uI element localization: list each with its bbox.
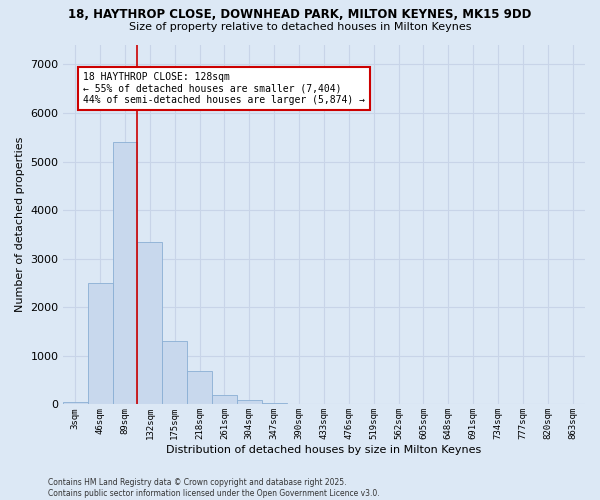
- Bar: [262, 403, 287, 404]
- Bar: [163, 342, 187, 404]
- Text: 18 HAYTHROP CLOSE: 128sqm
← 55% of detached houses are smaller (7,404)
44% of se: 18 HAYTHROP CLOSE: 128sqm ← 55% of detac…: [83, 72, 365, 105]
- Bar: [137, 242, 163, 404]
- Text: 18, HAYTHROP CLOSE, DOWNHEAD PARK, MILTON KEYNES, MK15 9DD: 18, HAYTHROP CLOSE, DOWNHEAD PARK, MILTO…: [68, 8, 532, 20]
- Y-axis label: Number of detached properties: Number of detached properties: [15, 137, 25, 312]
- Text: Size of property relative to detached houses in Milton Keynes: Size of property relative to detached ho…: [129, 22, 471, 32]
- Bar: [63, 402, 88, 404]
- Bar: [187, 372, 212, 404]
- Bar: [212, 394, 237, 404]
- X-axis label: Distribution of detached houses by size in Milton Keynes: Distribution of detached houses by size …: [166, 445, 482, 455]
- Text: Contains HM Land Registry data © Crown copyright and database right 2025.
Contai: Contains HM Land Registry data © Crown c…: [48, 478, 380, 498]
- Bar: [237, 400, 262, 404]
- Bar: [88, 283, 113, 405]
- Bar: [113, 142, 137, 405]
